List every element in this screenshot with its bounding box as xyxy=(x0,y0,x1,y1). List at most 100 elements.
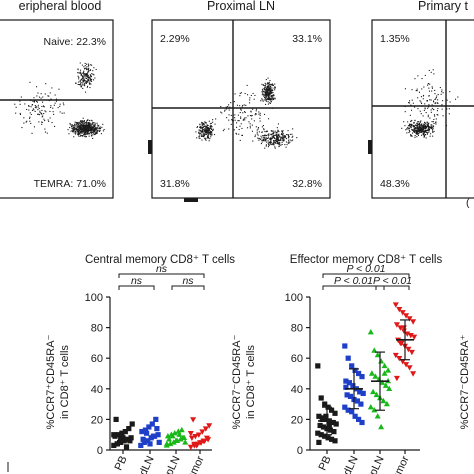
event-dot xyxy=(77,75,79,77)
event-dot xyxy=(72,127,74,129)
event-dot xyxy=(92,137,94,139)
y-tick-label: 20 xyxy=(91,414,103,426)
significance-label: P < 0.01 xyxy=(334,275,373,287)
event-dot xyxy=(83,75,85,77)
event-dot xyxy=(270,83,272,85)
event-dot xyxy=(437,99,439,101)
event-dot xyxy=(268,97,270,99)
event-dot xyxy=(424,130,426,132)
data-points xyxy=(111,416,213,451)
event-dot xyxy=(79,121,81,123)
event-dot xyxy=(91,122,93,124)
event-dot xyxy=(94,125,96,127)
event-dot xyxy=(63,104,65,106)
event-dot xyxy=(19,103,21,105)
event-dot xyxy=(85,122,87,124)
event-dot xyxy=(72,131,74,133)
event-dot xyxy=(82,81,84,83)
event-dot xyxy=(238,120,240,122)
event-dot xyxy=(424,128,426,130)
event-dot xyxy=(431,107,433,109)
event-dot xyxy=(82,131,84,133)
event-dot xyxy=(85,136,87,138)
event-dot xyxy=(210,131,212,133)
data-point xyxy=(408,349,415,356)
event-dot xyxy=(282,140,284,142)
data-point xyxy=(329,407,335,413)
event-dot xyxy=(263,129,265,131)
event-dot xyxy=(83,73,85,75)
event-dot xyxy=(85,130,87,132)
event-dot xyxy=(268,83,270,85)
event-dot xyxy=(276,132,278,134)
event-dot xyxy=(89,87,91,89)
event-dot xyxy=(269,138,271,140)
event-dot xyxy=(195,131,197,133)
event-dot xyxy=(50,106,52,108)
event-dot xyxy=(271,143,273,145)
event-dot xyxy=(89,127,91,129)
event-dot xyxy=(267,86,269,88)
event-dot xyxy=(267,140,269,142)
event-dot xyxy=(284,135,286,137)
event-dot xyxy=(200,133,202,135)
event-dot xyxy=(92,73,94,75)
data-point xyxy=(393,375,400,382)
event-dot xyxy=(442,115,444,117)
event-dot xyxy=(43,118,45,120)
event-dot xyxy=(88,130,90,132)
data-point xyxy=(343,384,349,390)
event-dot xyxy=(96,127,98,129)
event-dot xyxy=(87,129,89,131)
event-dot xyxy=(204,137,206,139)
event-dot xyxy=(36,86,38,88)
event-dot xyxy=(285,141,287,143)
event-dot xyxy=(422,125,424,127)
event-dot xyxy=(245,104,247,106)
event-dot xyxy=(103,129,105,131)
event-dot xyxy=(424,103,426,105)
event-dot xyxy=(421,102,423,104)
event-dot xyxy=(92,70,94,72)
event-dot xyxy=(261,89,263,91)
event-dot xyxy=(94,131,96,133)
event-dot xyxy=(199,123,201,125)
data-point xyxy=(354,398,360,404)
event-dot xyxy=(79,84,81,86)
event-dot xyxy=(201,122,203,124)
event-dot xyxy=(261,91,263,93)
event-dot xyxy=(436,110,438,112)
event-dot xyxy=(265,91,267,93)
event-dot xyxy=(405,129,407,131)
event-dot xyxy=(33,126,35,128)
event-dot xyxy=(424,126,426,128)
event-dot xyxy=(205,128,207,130)
event-dot xyxy=(94,122,96,124)
event-dot xyxy=(414,130,416,132)
event-dot xyxy=(89,82,91,84)
event-dot xyxy=(271,92,273,94)
event-dot xyxy=(413,127,415,129)
event-dot xyxy=(267,142,269,144)
event-dot xyxy=(95,126,97,128)
event-dot xyxy=(59,103,61,105)
event-dot xyxy=(51,122,53,124)
event-dot xyxy=(92,125,94,127)
event-dot xyxy=(208,129,210,131)
event-dot xyxy=(401,127,403,129)
event-dot xyxy=(202,135,204,137)
event-dot xyxy=(270,95,272,97)
event-dot xyxy=(210,136,212,138)
event-dot xyxy=(417,75,419,77)
event-dot xyxy=(206,130,208,132)
event-dot xyxy=(81,132,83,134)
event-dot xyxy=(77,69,79,71)
event-dot xyxy=(416,136,418,138)
event-dot xyxy=(210,134,212,136)
event-dot xyxy=(416,131,418,133)
event-dot xyxy=(49,117,51,119)
event-dot xyxy=(206,132,208,134)
event-dot xyxy=(83,66,85,68)
event-dot xyxy=(422,131,424,133)
event-dot xyxy=(264,97,266,99)
